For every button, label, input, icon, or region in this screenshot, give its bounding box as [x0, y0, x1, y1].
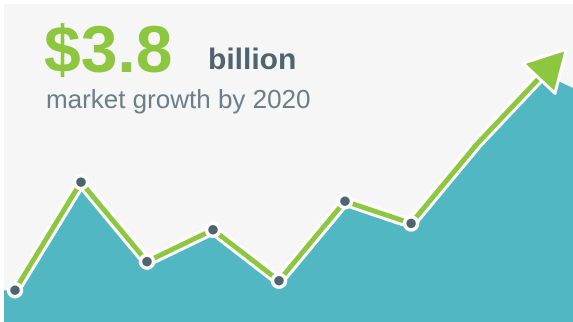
stat-unit: billion [208, 43, 297, 76]
arrow-up-right-icon [521, 47, 568, 95]
data-point [336, 192, 354, 210]
data-point [402, 215, 420, 232]
data-point [204, 221, 222, 239]
infographic-panel: $3.8 billion market growth by 2020 [4, 4, 573, 322]
stat-caption: market growth by 2020 [46, 84, 311, 114]
growth-chart [4, 47, 573, 322]
data-point [72, 173, 90, 191]
area-fill [4, 74, 573, 322]
data-point [138, 253, 156, 270]
data-point [6, 281, 24, 299]
data-points [6, 173, 420, 299]
stat-value: $3.8 [44, 12, 173, 86]
data-point [270, 272, 288, 289]
